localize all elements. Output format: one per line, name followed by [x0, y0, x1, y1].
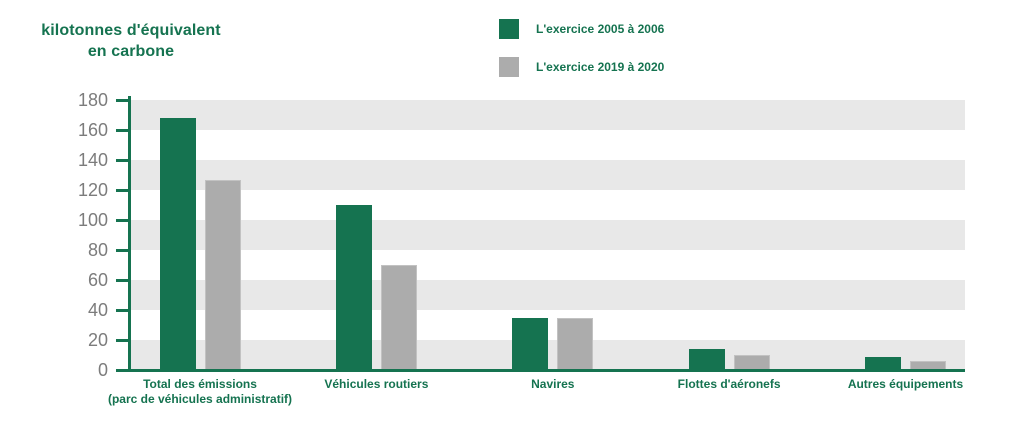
- y-axis-title-line2: en carbone: [87, 43, 175, 60]
- y-axis-tick-label: 40: [87, 300, 108, 320]
- y-axis-title: kilotonnes d'équivalent en carbone: [25, 20, 237, 62]
- category-label: Autres équipements: [781, 377, 1018, 392]
- bar-green: [512, 317, 549, 370]
- bar-gray: [380, 265, 417, 370]
- y-axis-tick: [116, 339, 128, 342]
- plot-background-band: [130, 130, 965, 160]
- y-axis-tick-label: 160: [77, 120, 108, 140]
- y-axis-tick-label: 60: [87, 270, 108, 290]
- y-axis-tick-label: 0: [97, 360, 108, 380]
- bar-gray: [910, 361, 946, 370]
- y-axis-tick-label: 180: [77, 90, 108, 110]
- bar-gray: [557, 317, 594, 370]
- y-axis-tick: [116, 129, 128, 132]
- y-axis-tick: [116, 99, 128, 102]
- bar-gray: [204, 179, 241, 370]
- y-axis-tick-label: 20: [87, 330, 108, 350]
- category-label: Véhicules routiers: [251, 377, 501, 392]
- legend-item-2019-2020: L'exercice 2019 à 2020: [499, 57, 664, 77]
- y-axis-title-line1: kilotonnes d'équivalent: [41, 22, 221, 39]
- category-label-line: (parc de véhicules administratif): [107, 392, 293, 406]
- plot-background-band: [130, 250, 965, 280]
- y-axis-line: [128, 96, 131, 372]
- y-axis-tick: [116, 249, 128, 252]
- plot-background-band: [130, 190, 965, 220]
- category-label: Navires: [428, 377, 678, 392]
- legend-swatch-green: [499, 19, 519, 39]
- legend-label-2019-2020: L'exercice 2019 à 2020: [536, 60, 665, 74]
- plot-background-band: [130, 160, 965, 190]
- plot-area: 0 20 40 60 80 100 120 140 160 180 Total des émissi…: [78, 90, 965, 406]
- plot-background-band: [130, 220, 965, 250]
- legend-label-2005-2006: L'exercice 2005 à 2006: [536, 22, 665, 36]
- y-axis-tick-label: 100: [77, 210, 108, 230]
- y-axis-tick: [116, 279, 128, 282]
- y-axis-tick: [116, 309, 128, 312]
- category-label-line: Navires: [531, 377, 575, 391]
- legend: L'exercice 2005 à 2006 L'exercice 2019 à…: [499, 19, 664, 95]
- y-axis-tick-label: 80: [87, 240, 108, 260]
- category-label-line: Autres équipements: [847, 377, 964, 391]
- y-axis-tick: [116, 369, 128, 372]
- bar-green: [865, 356, 901, 370]
- bar-green: [159, 118, 196, 370]
- y-axis-tick: [116, 219, 128, 222]
- legend-swatch-gray: [499, 57, 519, 77]
- category-label: Total des émissions (parc de véhicules ad…: [75, 377, 325, 407]
- category-label-line: Véhicules routiers: [324, 377, 429, 391]
- y-axis-tick: [116, 159, 128, 162]
- y-axis-tick: [116, 189, 128, 192]
- bar-green: [688, 349, 725, 370]
- plot-background-band: [130, 280, 965, 310]
- x-axis-line: [128, 369, 965, 372]
- plot-background-band: [130, 100, 965, 130]
- legend-item-2005-2006: L'exercice 2005 à 2006: [499, 19, 664, 39]
- category-label: Flottes d'aéronefs: [604, 377, 854, 392]
- bar-gray: [733, 355, 770, 370]
- y-axis-tick-label: 120: [77, 180, 108, 200]
- y-axis-tick-label: 140: [77, 150, 108, 170]
- category-label-line: Total des émissions: [143, 377, 257, 391]
- category-label-line: Flottes d'aéronefs: [677, 377, 781, 391]
- bar-green: [335, 205, 372, 370]
